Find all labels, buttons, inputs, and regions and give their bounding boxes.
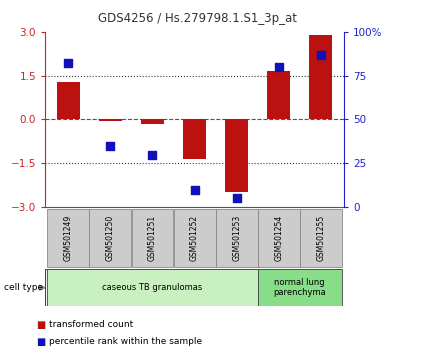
Text: GSM501249: GSM501249 — [64, 215, 73, 261]
Bar — [225, 120, 248, 193]
Text: GSM501252: GSM501252 — [190, 215, 199, 261]
Bar — [174, 209, 215, 267]
Bar — [216, 209, 258, 267]
Text: percentile rank within the sample: percentile rank within the sample — [49, 337, 203, 346]
Bar — [132, 209, 173, 267]
Bar — [57, 81, 80, 120]
Point — [65, 61, 72, 66]
Bar — [183, 120, 206, 159]
Bar — [47, 269, 258, 306]
Bar — [47, 209, 89, 267]
Text: ■: ■ — [37, 337, 46, 347]
Text: ■: ■ — [37, 320, 46, 330]
Text: caseous TB granulomas: caseous TB granulomas — [102, 283, 203, 292]
Text: normal lung
parenchyma: normal lung parenchyma — [273, 278, 326, 297]
Text: GSM501253: GSM501253 — [232, 215, 241, 261]
Text: GDS4256 / Hs.279798.1.S1_3p_at: GDS4256 / Hs.279798.1.S1_3p_at — [98, 12, 297, 25]
Point — [149, 152, 156, 157]
Bar — [141, 120, 164, 124]
Point — [107, 143, 114, 149]
Text: cell type: cell type — [4, 283, 43, 292]
Bar — [309, 35, 332, 120]
Point — [191, 187, 198, 193]
Point — [233, 195, 240, 201]
Point — [317, 52, 324, 57]
Text: transformed count: transformed count — [49, 320, 134, 330]
Bar — [99, 120, 122, 121]
Bar — [89, 209, 131, 267]
Text: GSM501251: GSM501251 — [148, 215, 157, 261]
Text: GSM501250: GSM501250 — [106, 215, 115, 261]
Bar — [300, 209, 342, 267]
Bar — [258, 209, 300, 267]
Bar — [267, 71, 290, 120]
Text: GSM501254: GSM501254 — [274, 215, 283, 261]
Point — [275, 64, 282, 70]
Text: GSM501255: GSM501255 — [316, 215, 326, 261]
Bar — [258, 269, 342, 306]
